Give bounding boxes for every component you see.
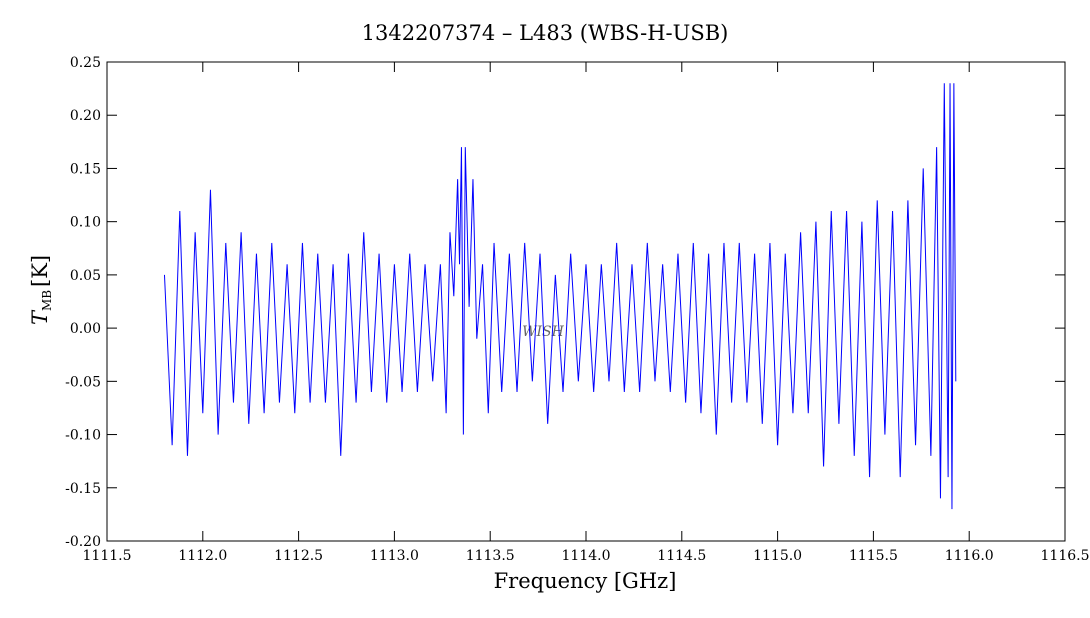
y-tick-label: 0.10 <box>70 215 101 231</box>
x-tick-label: 1112.5 <box>274 548 323 564</box>
x-tick-label: 1116.5 <box>1041 548 1090 564</box>
x-tick-label: 1115.0 <box>753 548 802 564</box>
y-label-unit: [K] <box>28 255 52 287</box>
y-tick-label: 0.05 <box>70 268 101 284</box>
x-tick-label: 1114.0 <box>562 548 611 564</box>
x-tick-label: 1115.5 <box>849 548 898 564</box>
y-tick-label: 0.00 <box>70 321 101 337</box>
plot-frame <box>106 61 1066 542</box>
x-tick-label: 1113.0 <box>370 548 419 564</box>
chart-title: 1342207374 – L483 (WBS-H-USB) <box>362 21 729 45</box>
y-tick-label: 0.20 <box>70 108 101 124</box>
x-tick-label: 1116.0 <box>945 548 994 564</box>
x-tick-label: 1113.5 <box>466 548 515 564</box>
y-tick-label: -0.15 <box>65 481 101 497</box>
y-tick-label: -0.10 <box>65 428 101 444</box>
x-axis-label: Frequency [GHz] <box>494 569 677 593</box>
spectrum-line <box>163 83 957 510</box>
y-label-main: T <box>28 309 52 325</box>
x-tick-label: 1111.5 <box>83 548 132 564</box>
y-tick-label: 0.15 <box>70 161 101 177</box>
y-label-sub: MB <box>40 290 54 311</box>
y-tick-label: -0.05 <box>65 374 101 390</box>
y-tick-label: 0.25 <box>70 55 101 71</box>
x-tick-label: 1114.5 <box>657 548 706 564</box>
x-tick-label: 1112.0 <box>178 548 227 564</box>
y-tick-label: -0.20 <box>65 534 101 550</box>
y-axis-label: T MB [K] <box>28 255 54 325</box>
